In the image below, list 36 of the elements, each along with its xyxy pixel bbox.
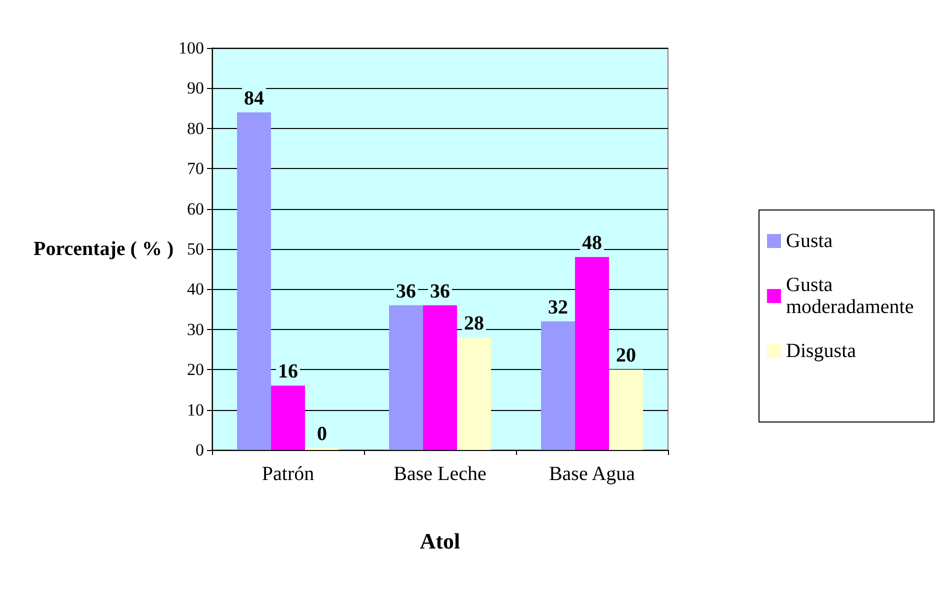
y-tick-label: 100 (178, 38, 204, 58)
y-tick-label: 80 (187, 118, 204, 138)
data-label: 36 (430, 280, 450, 302)
y-tick-label: 30 (187, 320, 204, 339)
bar (237, 112, 271, 450)
y-tick-label: 20 (187, 360, 204, 380)
bar (271, 386, 305, 450)
data-label: 36 (396, 280, 416, 302)
y-tick-label: 40 (187, 280, 204, 299)
data-label: 48 (582, 232, 602, 254)
data-label: 28 (464, 312, 484, 334)
legend-label: Gusta (786, 230, 833, 252)
legend-label: Gusta moderadamente (786, 274, 914, 318)
x-tick-label: Patrón (262, 463, 314, 485)
data-label: 32 (548, 296, 568, 318)
x-tick-label: Base Leche (394, 463, 486, 485)
bar (541, 321, 575, 450)
bar (389, 305, 423, 450)
y-tick-label: 50 (187, 240, 204, 258)
data-label: 84 (244, 87, 264, 110)
bar (423, 305, 457, 450)
y-axis-title: Porcentaje ( % ) (33, 238, 174, 260)
bar (575, 257, 609, 450)
data-label: 16 (278, 360, 298, 383)
y-tick-label: 90 (187, 78, 204, 98)
x-axis-title: Atol (420, 528, 460, 554)
y-tick-label: 70 (187, 159, 204, 178)
bar (457, 337, 491, 450)
data-label: 20 (616, 344, 636, 367)
y-tick-label: 10 (187, 400, 204, 420)
legend-label: Disgusta (786, 340, 856, 362)
x-tick-label: Base Agua (548, 463, 636, 485)
y-tick-label: 60 (187, 199, 204, 218)
bar (609, 370, 643, 450)
y-tick-label: 0 (196, 440, 204, 460)
data-label: 0 (317, 423, 327, 445)
